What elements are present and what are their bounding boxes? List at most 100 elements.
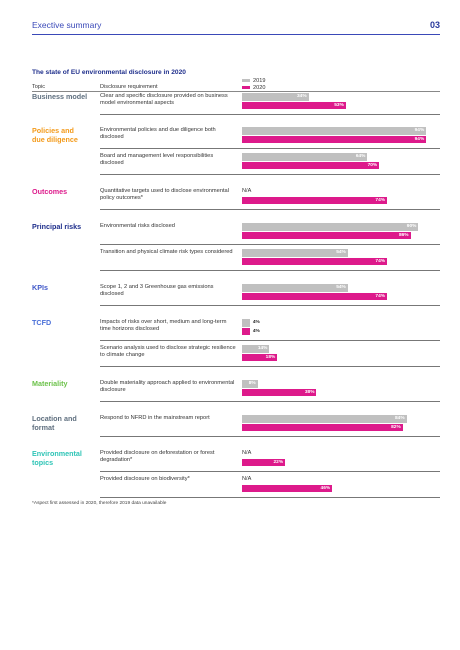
row-divider bbox=[100, 401, 440, 402]
requirement-label: Scope 1, 2 and 3 Greenhouse gas emission… bbox=[100, 284, 214, 297]
data-label-2019-materiality-0: 8% bbox=[248, 381, 256, 386]
chart-row: Quantitative targets used to disclose en… bbox=[32, 188, 440, 212]
footnote: *Aspect first assessed in 2020, therefor… bbox=[32, 501, 167, 506]
chart-row: Scope 1, 2 and 3 Greenhouse gas emission… bbox=[32, 284, 440, 308]
topic-label: Business model bbox=[32, 92, 88, 101]
bar-2019-tcfd-0: 4% bbox=[242, 319, 260, 327]
chart-row: Transition and physical climate risk typ… bbox=[32, 249, 440, 273]
data-label-2020-tcfd-0: 4% bbox=[252, 328, 260, 334]
bar-2020-environmental-topics-0: 22% bbox=[242, 458, 286, 467]
group-policies-and-due-diligence: Policies and due diligence Environmental … bbox=[32, 126, 440, 179]
row-divider bbox=[100, 340, 440, 341]
chart-row: Environmental risks disclosed 90% 86% bbox=[32, 223, 440, 247]
group-business-model: Business model Clear and specific disclos… bbox=[32, 92, 440, 119]
requirement-label: Clear and specific disclosure provided o… bbox=[100, 93, 228, 106]
page-number: 03 bbox=[429, 20, 440, 30]
data-label-2020-materiality-0: 38% bbox=[304, 389, 315, 395]
data-label-2020-environmental-topics-1: 46% bbox=[320, 485, 331, 491]
legend-label-2020: 2020 bbox=[253, 84, 266, 91]
bar-2020-materiality-0: 38% bbox=[242, 388, 317, 397]
data-label-2020-policies-and-due-diligence-1: 70% bbox=[367, 162, 378, 168]
data-label-2020-principal-risks-0: 86% bbox=[398, 232, 409, 238]
bar-pair: 90% 86% bbox=[242, 223, 438, 243]
legend-swatch-2020 bbox=[242, 85, 250, 90]
bar-2019-kpis-0: 54% bbox=[242, 284, 348, 292]
chart-row: Provided disclosure on biodiversity* N/A 4… bbox=[32, 476, 440, 500]
bar-pair: 64% 70% bbox=[242, 153, 438, 173]
chart-title: The state of EU environmental disclosure… bbox=[32, 69, 186, 76]
topic-label: Policies and due diligence bbox=[32, 126, 78, 144]
column-header-requirement: Disclosure requirement bbox=[100, 84, 158, 90]
data-label-2019-policies-and-due-diligence-1: 64% bbox=[355, 154, 366, 159]
legend-label-2019: 2019 bbox=[253, 77, 266, 84]
data-label-2019-principal-risks-1: 54% bbox=[336, 250, 346, 255]
data-label-2020-business-model-0: 53% bbox=[334, 102, 344, 108]
data-label-2019-principal-risks-0: 90% bbox=[406, 224, 417, 229]
topic-label: Materiality bbox=[32, 379, 68, 388]
bar-2020-tcfd-0: 4% bbox=[242, 327, 260, 336]
column-header-topic: Topic bbox=[32, 84, 46, 90]
requirement-label: Provided disclosure on deforestation or … bbox=[100, 450, 215, 463]
chart-row: Respond to NFRD in the mainstream report… bbox=[32, 415, 440, 439]
bar-pair: 84% 82% bbox=[242, 415, 438, 435]
bar-2020-tcfd-1: 18% bbox=[242, 353, 278, 362]
data-label-2020-outcomes-0: 74% bbox=[375, 197, 386, 203]
data-label-2020-tcfd-1: 18% bbox=[265, 354, 276, 360]
bar-2020-outcomes-0: 74% bbox=[242, 196, 388, 205]
bar-pair: N/A 74% bbox=[242, 188, 438, 208]
requirement-label: Impacts of risks over short, medium and … bbox=[100, 319, 227, 332]
bar-pair: 8% 38% bbox=[242, 380, 438, 400]
section-title: Exective summary bbox=[32, 20, 102, 30]
requirement-label: Board and management level responsibilit… bbox=[100, 153, 214, 166]
chart-row: Clear and specific disclosure provided o… bbox=[32, 93, 440, 117]
group-location-and-format: Location and format Respond to NFRD in th… bbox=[32, 414, 440, 441]
row-divider bbox=[100, 436, 440, 437]
row-divider bbox=[100, 305, 440, 306]
requirement-label: Quantitative targets used to disclose en… bbox=[100, 188, 229, 201]
group-kpis: KPIs Scope 1, 2 and 3 Greenhouse gas emis… bbox=[32, 283, 440, 310]
bar-2019-principal-risks-1: 54% bbox=[242, 249, 348, 257]
legend-item-2019: 2019 bbox=[242, 77, 265, 84]
data-label-2019-tcfd-1: 14% bbox=[257, 346, 268, 351]
bar-2020-environmental-topics-1: 46% bbox=[242, 484, 333, 493]
requirement-label: Respond to NFRD in the mainstream report bbox=[100, 415, 210, 421]
chart-row: Environmental policies and due diligence… bbox=[32, 127, 440, 151]
group-principal-risks: Principal risks Environmental risks discl… bbox=[32, 222, 440, 275]
data-label-2020-environmental-topics-0: 22% bbox=[273, 459, 284, 465]
topic-label: Outcomes bbox=[32, 187, 68, 196]
bar-pair: 94% 94% bbox=[242, 127, 438, 147]
row-divider bbox=[100, 270, 440, 271]
requirement-label: Scenario analysis used to disclose strat… bbox=[100, 345, 236, 358]
page-header: Exective summary 03 bbox=[32, 20, 440, 35]
bar-2019-principal-risks-0: 90% bbox=[242, 223, 419, 231]
row-divider bbox=[100, 471, 440, 472]
bar-2019-materiality-0: 8% bbox=[242, 380, 258, 388]
chart-row: Board and management level responsibilit… bbox=[32, 153, 440, 177]
requirement-label: Environmental risks disclosed bbox=[100, 223, 175, 229]
bar-2020-policies-and-due-diligence-1: 70% bbox=[242, 161, 380, 170]
group-outcomes: Outcomes Quantitative targets used to dis… bbox=[32, 187, 440, 214]
requirement-label: Double materiality approach applied to e… bbox=[100, 380, 235, 393]
na-label: N/A bbox=[242, 188, 252, 194]
data-label-2020-principal-risks-1: 74% bbox=[375, 258, 386, 264]
bar-2019-location-and-format-0: 84% bbox=[242, 415, 407, 423]
row-divider bbox=[100, 209, 440, 210]
requirement-label: Provided disclosure on biodiversity* bbox=[100, 476, 190, 482]
topic-label: KPIs bbox=[32, 283, 48, 292]
data-label-2020-location-and-format-0: 82% bbox=[391, 424, 401, 430]
requirement-label: Environmental policies and due diligence… bbox=[100, 127, 216, 140]
legend-swatch-2019 bbox=[242, 78, 250, 83]
chart-row: Provided disclosure on deforestation or … bbox=[32, 450, 440, 474]
bar-2020-principal-risks-1: 74% bbox=[242, 257, 388, 266]
data-label-2019-location-and-format-0: 84% bbox=[395, 416, 405, 421]
bar-pair: N/A 46% bbox=[242, 476, 438, 496]
bar-2020-business-model-0: 53% bbox=[242, 101, 346, 110]
bar-pair: 54% 74% bbox=[242, 284, 438, 304]
group-environmental-topics: Environmental topics Provided disclosure … bbox=[32, 449, 440, 502]
chart-row: Impacts of risks over short, medium and … bbox=[32, 319, 440, 343]
data-label-2020-kpis-0: 74% bbox=[375, 293, 386, 299]
group-materiality: Materiality Double materiality approach a… bbox=[32, 379, 440, 406]
bar-pair: 34% 53% bbox=[242, 93, 438, 113]
bar-2019-tcfd-1: 14% bbox=[242, 345, 270, 353]
data-label-2019-tcfd-0: 4% bbox=[252, 320, 260, 325]
